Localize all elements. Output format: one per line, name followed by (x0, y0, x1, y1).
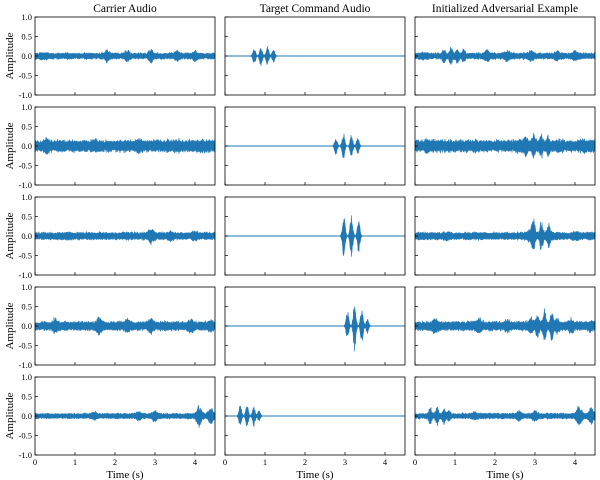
y-tick-label: -0.5 (19, 71, 32, 81)
x-tick-label: 0 (223, 457, 227, 467)
subplot-r3-c2 (224, 196, 406, 276)
x-tick-label: 3 (343, 457, 347, 467)
x-tick-label: 2 (113, 457, 117, 467)
x-tick-label: 1 (453, 457, 457, 467)
x-axis-label: Time (s) (106, 469, 144, 480)
y-tick-label: 0.0 (21, 141, 32, 151)
x-tick-label: 0 (33, 457, 37, 467)
y-tick-label: -1.0 (19, 180, 32, 190)
y-tick-label: -1.0 (19, 270, 32, 280)
column-title: Carrier Audio (93, 3, 157, 15)
y-tick-label: 0.5 (21, 392, 32, 402)
y-tick-label: 0.5 (21, 302, 32, 312)
subplot-r1-c2 (224, 16, 406, 96)
y-tick-label: 1.0 (21, 12, 32, 22)
y-tick-label: 0.0 (21, 321, 32, 331)
y-tick-label: -0.5 (19, 161, 32, 171)
subplot-r5-c1: 1.0 0.5 0.0 -0.5 -1.00 1 2 3 4 Time (s) (19, 372, 216, 480)
subplot-r4-c2 (224, 286, 406, 366)
y-tick-label: -0.5 (19, 341, 32, 351)
y-axis-label: Amplitude (4, 122, 16, 169)
waveform-series (414, 405, 596, 427)
x-tick-label: 2 (303, 457, 307, 467)
waveform-series (34, 404, 216, 428)
x-tick-label: 0 (413, 457, 417, 467)
y-tick-label: -0.5 (19, 431, 32, 441)
waveform-series (414, 46, 596, 66)
y-tick-label: -1.0 (19, 360, 32, 370)
x-tick-label: 3 (533, 457, 537, 467)
subplot-r1-c3 (414, 16, 596, 96)
y-tick-label: 1.0 (21, 282, 32, 292)
subplot-r5-c2: 0 1 2 3 4 Time (s) (223, 376, 406, 480)
y-axis-label: Amplitude (4, 32, 16, 79)
y-axis-label: Amplitude (4, 392, 16, 439)
x-tick-label: 1 (263, 457, 267, 467)
x-tick-label: 4 (383, 457, 388, 467)
x-tick-label: 2 (493, 457, 497, 467)
waveform-series (34, 49, 216, 64)
y-tick-label: 0.5 (21, 122, 32, 132)
y-tick-label: 1.0 (21, 372, 32, 382)
y-axis-label: Amplitude (4, 212, 16, 259)
y-tick-label: 0.0 (21, 231, 32, 241)
waveform-series (414, 218, 596, 251)
subplot-r4-c3 (414, 286, 596, 366)
x-tick-label: 4 (573, 457, 578, 467)
subplot-r4-c1: 1.0 0.5 0.0 -0.5 -1.0 (19, 282, 216, 370)
waveform-series (224, 306, 406, 352)
subplot-r3-c1: 1.0 0.5 0.0 -0.5 -1.0 (19, 192, 216, 280)
y-axis-label: Amplitude (4, 302, 16, 349)
waveform-series (34, 228, 216, 246)
y-tick-label: 1.0 (21, 192, 32, 202)
subplot-r2-c2 (224, 106, 406, 186)
y-tick-label: 0.0 (21, 51, 32, 61)
y-tick-label: 0.0 (21, 411, 32, 421)
x-tick-label: 1 (73, 457, 77, 467)
waveform-series (414, 132, 596, 159)
y-tick-label: 0.5 (21, 32, 32, 42)
subplot-r5-c3: 0 1 2 3 4 Time (s) (413, 376, 596, 480)
y-tick-label: -0.5 (19, 251, 32, 261)
y-tick-label: 1.0 (21, 102, 32, 112)
subplot-r1-c1: 1.0 0.5 0.0 -0.5 -1.0 (19, 12, 216, 100)
x-axis-label: Time (s) (486, 469, 524, 480)
y-tick-label: -1.0 (19, 450, 32, 460)
x-tick-label: 3 (153, 457, 157, 467)
subplot-r2-c3 (414, 106, 596, 186)
waveform-series (414, 308, 596, 342)
subplot-r2-c1: 1.0 0.5 0.0 -0.5 -1.0 (19, 102, 216, 190)
column-title: Initialized Adversarial Example (432, 3, 578, 15)
y-tick-label: 0.5 (21, 212, 32, 222)
x-tick-label: 4 (193, 457, 198, 467)
y-tick-label: -1.0 (19, 90, 32, 100)
subplot-r3-c3 (414, 196, 596, 276)
waveform-series (34, 136, 216, 155)
waveform-series (34, 316, 216, 336)
column-title: Target Command Audio (260, 3, 371, 15)
x-axis-label: Time (s) (296, 469, 334, 480)
